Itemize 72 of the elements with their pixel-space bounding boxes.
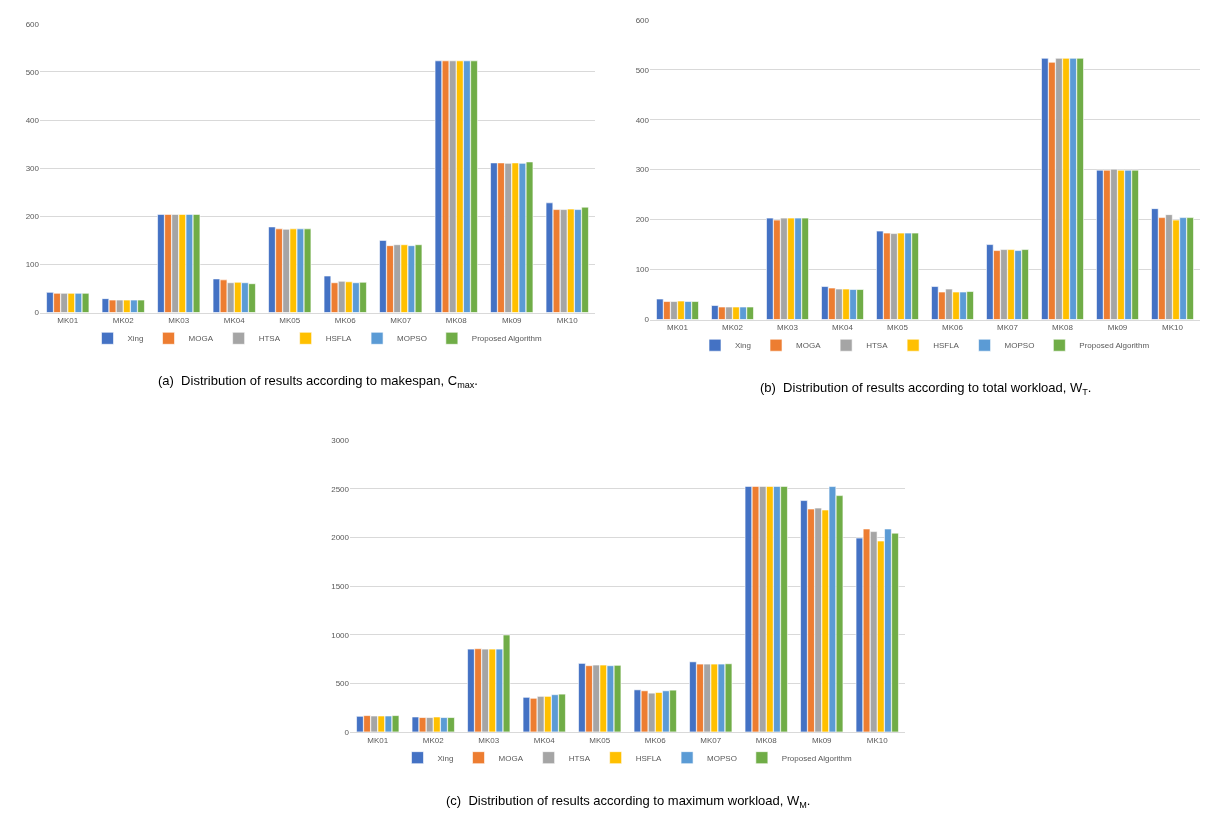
legend-label: HTSA [866, 341, 889, 351]
legend-label: MOGA [796, 341, 822, 351]
legend-label: HSFLA [325, 334, 353, 344]
x-tick-label: MK03 [777, 323, 799, 333]
text: (a) Distribution of results according to makespan, C$_{max}$. [158, 373, 478, 390]
x-tick-label: MK08 [1052, 323, 1074, 333]
y-tick-label: 300 [25, 163, 40, 173]
y-tick-label: 500 [25, 67, 40, 77]
legend-label: HTSA [258, 334, 281, 344]
x-tick-label: Mk09 [1107, 323, 1128, 333]
y-tick-label: 200 [25, 212, 40, 222]
x-tick-label: MK08 [445, 316, 468, 326]
legend-label: MOPSO [397, 334, 427, 344]
legend-label: HSFLA [635, 753, 663, 763]
x-tick-label: MK10 [866, 735, 889, 745]
legend-label: Xing [127, 334, 144, 344]
x-tick-label: MK05 [279, 316, 301, 326]
y-tick-label: 500 [635, 65, 650, 75]
x-tick-label: MK03 [168, 316, 190, 326]
y-tick-label: 600 [635, 15, 650, 25]
legend-label: Proposed Algorithm [781, 753, 853, 763]
x-tick-label: MK07 [390, 316, 412, 326]
x-tick-label: MK02 [112, 316, 135, 326]
y-tick-label: 100 [25, 260, 40, 270]
y-tick-label: 300 [635, 165, 650, 175]
legend-label: Proposed Algorithm [471, 334, 543, 344]
y-tick-label: 0 [344, 727, 350, 737]
x-tick-label: MK03 [478, 735, 500, 745]
x-tick-label: MK06 [942, 323, 964, 333]
x-tick-label: MK02 [722, 323, 744, 333]
legend-label: HTSA [568, 753, 591, 763]
x-tick-label: Mk09 [501, 316, 523, 326]
y-tick-label: 100 [635, 265, 650, 275]
x-tick-label: MK05 [887, 323, 909, 333]
legend-label: MOPSO [1004, 341, 1035, 351]
y-tick-label: 0 [644, 315, 650, 325]
legend-label: Proposed Algorithm [1079, 341, 1150, 351]
y-tick-label: 1000 [331, 630, 350, 640]
x-tick-label: MK04 [223, 316, 246, 326]
legend-label: MOGA [498, 753, 524, 763]
y-tick-label: 400 [635, 115, 650, 125]
y-tick-label: 3000 [331, 435, 350, 445]
x-tick-label: MK01 [667, 323, 689, 333]
x-tick-label: MK07 [700, 735, 722, 745]
y-tick-label: 0 [34, 308, 40, 318]
legend-label: MOPSO [707, 753, 737, 763]
x-tick-label: MK02 [422, 735, 445, 745]
x-tick-label: MK06 [644, 735, 667, 745]
x-tick-label: MK06 [334, 316, 357, 326]
legend-label: MOGA [188, 334, 214, 344]
x-tick-label: MK04 [533, 735, 556, 745]
x-tick-label: MK10 [1162, 323, 1184, 333]
y-tick-label: 200 [635, 215, 650, 225]
x-tick-label: MK01 [57, 316, 79, 326]
x-tick-label: MK04 [832, 323, 854, 333]
text: (c) Distribution of results according to maximum workload, W$_{M}$. [446, 793, 811, 810]
x-tick-label: MK01 [367, 735, 389, 745]
x-tick-label: MK07 [997, 323, 1019, 333]
y-tick-label: 1500 [331, 581, 350, 591]
y-tick-label: 500 [335, 679, 350, 689]
legend-label: HSFLA [933, 341, 960, 351]
y-tick-label: 2000 [331, 533, 350, 543]
x-tick-label: MK05 [589, 735, 611, 745]
text: (b) Distribution of results according to total workload, W$_{T}$. [760, 380, 1092, 397]
x-tick-label: MK10 [556, 316, 579, 326]
y-tick-label: 2500 [331, 484, 350, 494]
legend-label: Xing [437, 753, 454, 763]
legend-label: Xing [735, 341, 752, 351]
y-tick-label: 600 [25, 19, 40, 29]
y-tick-label: 400 [25, 115, 40, 125]
x-tick-label: MK08 [755, 735, 778, 745]
x-tick-label: Mk09 [811, 735, 833, 745]
